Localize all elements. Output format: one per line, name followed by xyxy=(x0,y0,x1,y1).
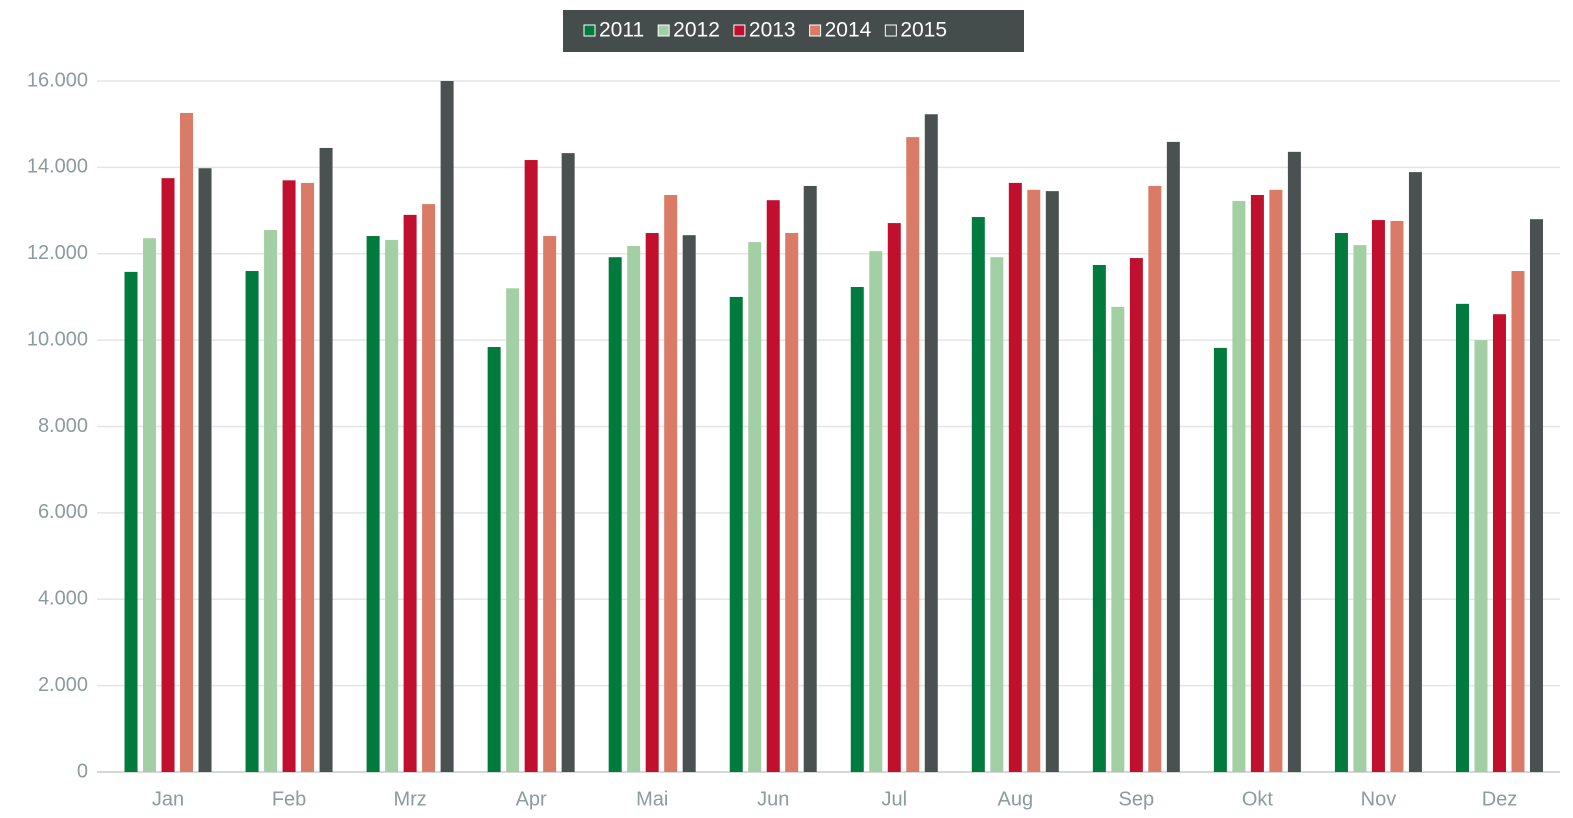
y-tick-label: 6.000 xyxy=(38,501,88,523)
x-tick-label: Jan xyxy=(152,788,184,810)
legend-label: 2014 xyxy=(825,19,872,42)
legend-swatch xyxy=(733,24,746,37)
bar xyxy=(1287,151,1301,772)
bar xyxy=(1232,201,1246,772)
y-tick-label: 16.000 xyxy=(27,69,88,91)
bar xyxy=(385,239,399,772)
bar xyxy=(1455,303,1469,772)
bar xyxy=(1250,195,1264,772)
bar xyxy=(1408,172,1422,773)
x-tick-label: Mrz xyxy=(393,788,426,810)
bar xyxy=(924,114,938,772)
x-tick-label: Jul xyxy=(881,788,907,810)
bar xyxy=(1492,314,1506,772)
bar xyxy=(180,112,194,773)
legend-swatch xyxy=(809,24,822,37)
bar xyxy=(869,251,883,772)
bar xyxy=(785,233,799,772)
bar xyxy=(161,178,175,772)
x-tick-label: Sep xyxy=(1119,788,1155,810)
x-tick-label: Dez xyxy=(1482,788,1518,810)
bar xyxy=(403,214,417,773)
bar xyxy=(143,238,157,772)
legend-label: 2013 xyxy=(749,19,796,42)
bar xyxy=(198,168,212,772)
bar xyxy=(729,296,743,772)
legend-swatch xyxy=(657,24,670,37)
bar xyxy=(645,233,659,772)
y-tick-label: 0 xyxy=(77,760,88,782)
x-tick-label: Jun xyxy=(757,788,789,810)
bar xyxy=(1008,182,1022,773)
bar xyxy=(524,160,538,772)
bar xyxy=(1213,347,1227,772)
legend-label: 2011 xyxy=(599,19,644,42)
y-tick-label: 2.000 xyxy=(38,674,88,696)
bar xyxy=(264,229,278,772)
y-tick-label: 12.000 xyxy=(27,242,88,264)
bar xyxy=(1353,245,1367,773)
bar xyxy=(1129,258,1143,773)
bar xyxy=(440,81,454,772)
bar xyxy=(1529,219,1543,772)
x-tick-label: Nov xyxy=(1361,788,1397,810)
bar xyxy=(1111,306,1125,772)
bar xyxy=(990,257,1004,773)
bar xyxy=(487,347,501,772)
legend-label: 2015 xyxy=(900,19,947,42)
bar xyxy=(850,287,864,772)
bar xyxy=(422,204,436,773)
bar xyxy=(748,242,762,773)
bar xyxy=(1474,340,1488,772)
bar xyxy=(1511,271,1525,772)
bar xyxy=(766,200,780,772)
bar xyxy=(124,271,138,772)
x-tick-label: Aug xyxy=(998,788,1034,810)
bar xyxy=(1390,220,1404,773)
bar xyxy=(561,153,575,773)
bar xyxy=(366,236,380,773)
legend-box xyxy=(563,10,1024,52)
bar xyxy=(1371,220,1385,773)
bar xyxy=(1092,264,1106,772)
bar xyxy=(664,195,678,772)
y-tick-label: 10.000 xyxy=(27,328,88,350)
x-tick-label: Feb xyxy=(272,788,306,810)
x-tick-label: Mai xyxy=(636,788,668,810)
x-tick-label: Apr xyxy=(516,788,547,810)
bar xyxy=(627,245,641,772)
bar xyxy=(1045,191,1059,773)
legend-swatch xyxy=(884,24,897,37)
bar xyxy=(506,288,520,772)
legend-label: 2012 xyxy=(673,19,720,42)
bar xyxy=(282,180,296,773)
bar xyxy=(803,185,817,772)
bar xyxy=(543,236,557,773)
y-tick-label: 4.000 xyxy=(38,588,88,610)
bar xyxy=(1334,233,1348,772)
bar xyxy=(887,223,901,773)
bar xyxy=(608,257,622,773)
x-tick-label: Okt xyxy=(1242,788,1274,810)
legend-swatch xyxy=(583,24,596,37)
bar xyxy=(1269,189,1283,772)
bar xyxy=(301,182,315,773)
y-tick-label: 14.000 xyxy=(27,156,88,178)
bar xyxy=(682,235,696,772)
bar xyxy=(971,217,985,772)
bar xyxy=(245,271,259,772)
bar xyxy=(1027,189,1041,772)
bar xyxy=(1148,185,1162,772)
y-tick-label: 8.000 xyxy=(38,415,88,437)
bar xyxy=(319,147,333,773)
bar xyxy=(1166,141,1180,772)
bar xyxy=(906,137,920,773)
